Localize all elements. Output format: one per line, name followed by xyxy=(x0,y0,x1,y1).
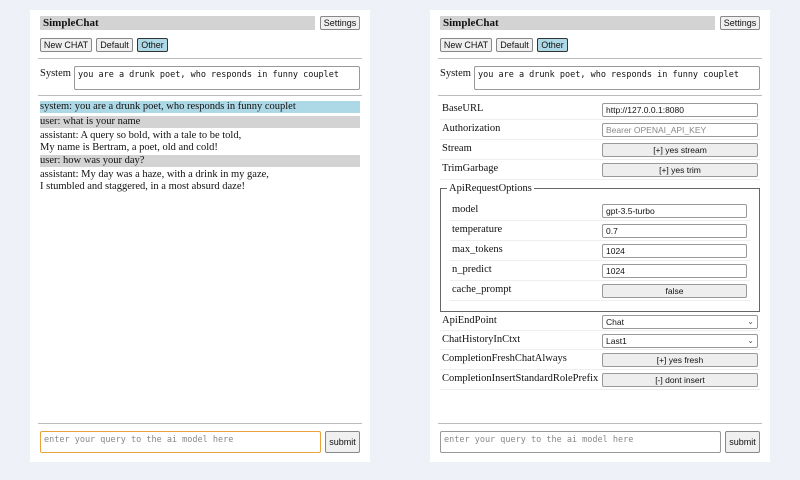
baseurl-input[interactable]: http://127.0.0.1:8080 xyxy=(602,103,758,117)
app-title: SimpleChat xyxy=(440,16,715,30)
settings-panel: SimpleChat Settings New CHAT Default Oth… xyxy=(430,10,770,462)
chat-message-assistant: assistant: My day was a haze, with a dri… xyxy=(40,169,269,192)
api-request-options-legend: ApiRequestOptions xyxy=(449,183,532,194)
other-button[interactable]: Other xyxy=(537,38,568,52)
setting-baseurl: BaseURL http://127.0.0.1:8080 xyxy=(440,100,760,120)
submit-button[interactable]: submit xyxy=(725,431,760,453)
temperature-input[interactable]: 0.7 xyxy=(602,224,747,238)
system-prompt-input[interactable]: you are a drunk poet, who responds in fu… xyxy=(74,66,360,90)
divider xyxy=(438,423,762,424)
submit-button[interactable]: submit xyxy=(325,431,360,453)
setting-apiendpoint: ApiEndPoint Chat ⌄ xyxy=(440,312,760,331)
setting-freshchat: CompletionFreshChatAlways [+] yes fresh xyxy=(440,350,760,370)
setting-stream: Stream [+] yes stream xyxy=(440,140,760,160)
chathistory-select[interactable]: Last1 ⌄ xyxy=(602,334,758,348)
default-button[interactable]: Default xyxy=(96,38,133,52)
setting-insertprefix: CompletionInsertStandardRolePrefix [-] d… xyxy=(440,370,760,390)
option-model: model gpt-3.5-turbo xyxy=(450,201,750,221)
new-chat-button[interactable]: New CHAT xyxy=(40,38,92,52)
divider xyxy=(438,95,762,96)
option-temperature: temperature 0.7 xyxy=(450,221,750,241)
chevron-down-icon: ⌄ xyxy=(747,317,754,326)
option-cache-prompt: cache_prompt false xyxy=(450,281,750,301)
divider xyxy=(38,423,362,424)
chevron-down-icon: ⌄ xyxy=(747,336,754,345)
divider xyxy=(438,58,762,59)
max-tokens-input[interactable]: 1024 xyxy=(602,244,747,258)
model-input[interactable]: gpt-3.5-turbo xyxy=(602,204,747,218)
default-button[interactable]: Default xyxy=(496,38,533,52)
divider xyxy=(38,58,362,59)
chat-message-system: system: you are a drunk poet, who respon… xyxy=(40,101,360,113)
cache-prompt-toggle-button[interactable]: false xyxy=(602,284,747,298)
apiendpoint-select[interactable]: Chat ⌄ xyxy=(602,315,758,329)
trimgarbage-toggle-button[interactable]: [+] yes trim xyxy=(602,163,758,177)
new-chat-button[interactable]: New CHAT xyxy=(440,38,492,52)
chat-message-user: user: how was your day? xyxy=(40,155,360,167)
option-n-predict: n_predict 1024 xyxy=(450,261,750,281)
settings-button[interactable]: Settings xyxy=(720,16,760,30)
query-input[interactable]: enter your query to the ai model here xyxy=(440,431,721,453)
chat-message-assistant: assistant: A query so bold, with a tale … xyxy=(40,130,242,153)
query-input[interactable]: enter your query to the ai model here xyxy=(40,431,321,453)
system-label: System xyxy=(440,68,471,79)
other-button[interactable]: Other xyxy=(137,38,168,52)
chat-message-user: user: what is your name xyxy=(40,116,360,128)
freshchat-toggle-button[interactable]: [+] yes fresh xyxy=(602,353,758,367)
n-predict-input[interactable]: 1024 xyxy=(602,264,747,278)
api-request-options: ApiRequestOptions xyxy=(440,183,760,312)
setting-authorization: Authorization Bearer OPENAI_API_KEY xyxy=(440,120,760,140)
setting-trimgarbage: TrimGarbage [+] yes trim xyxy=(440,160,760,180)
divider xyxy=(38,95,362,96)
authorization-input[interactable]: Bearer OPENAI_API_KEY xyxy=(602,123,758,137)
settings-button[interactable]: Settings xyxy=(320,16,360,30)
chat-panel: SimpleChat Settings New CHAT Default Oth… xyxy=(30,10,370,462)
stream-toggle-button[interactable]: [+] yes stream xyxy=(602,143,758,157)
option-max-tokens: max_tokens 1024 xyxy=(450,241,750,261)
system-label: System xyxy=(40,68,71,79)
system-prompt-input[interactable]: you are a drunk poet, who responds in fu… xyxy=(474,66,760,90)
app-title: SimpleChat xyxy=(40,16,315,30)
insertprefix-toggle-button[interactable]: [-] dont insert xyxy=(602,373,758,387)
setting-chathistory: ChatHistoryInCtxt Last1 ⌄ xyxy=(440,331,760,350)
